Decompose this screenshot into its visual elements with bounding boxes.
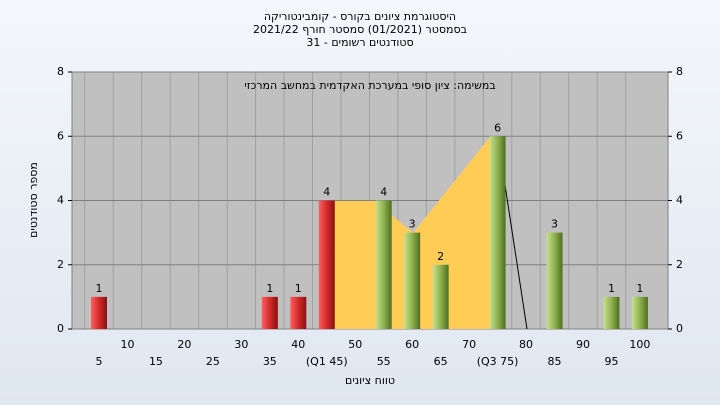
x-tick-label: 30: [234, 338, 248, 351]
x-tick-label: 15: [149, 355, 163, 368]
bar: [261, 296, 278, 329]
x-tick-label: 35: [263, 355, 277, 368]
y-tick-label: 8: [57, 65, 64, 78]
y2-tick-label: 8: [676, 65, 683, 78]
y2-tick-label: 6: [676, 129, 683, 142]
y-tick-label: 6: [57, 129, 64, 142]
bar: [404, 232, 421, 329]
bar: [318, 200, 335, 329]
y2-tick-label: 4: [676, 194, 683, 207]
x-tick-label: 25: [206, 355, 220, 368]
title-2: בסמסטר (01/2021) סמסטר חורף 2021/22: [253, 23, 467, 36]
bar: [631, 296, 648, 329]
x-tick-label: 70: [462, 338, 476, 351]
x-tick-label: 65: [434, 355, 448, 368]
y-tick-label: 2: [57, 258, 64, 271]
x-tick-label: 80: [519, 338, 533, 351]
data-label: 1: [608, 282, 615, 295]
bar: [489, 136, 506, 329]
x-tick-label: 100: [629, 338, 650, 351]
bar: [290, 296, 307, 329]
bar: [375, 200, 392, 329]
x-tick-label: 90: [576, 338, 590, 351]
data-label: 1: [266, 282, 273, 295]
x-tick-label: 85: [548, 355, 562, 368]
y2-tick-label: 0: [676, 322, 683, 335]
x-tick-label: 5: [96, 355, 103, 368]
data-label: 2: [437, 250, 444, 263]
x-tick-label: 55: [377, 355, 391, 368]
data-label: 4: [323, 186, 330, 199]
x-tick-label: 40: [291, 338, 305, 351]
data-label: 4: [380, 186, 387, 199]
x-tick-label: 10: [120, 338, 134, 351]
title-3: סטודנטים רשומים - 31: [306, 36, 413, 49]
x-axis-label: טווח ציונים: [345, 374, 395, 387]
data-label: 6: [494, 121, 501, 134]
data-label: 1: [96, 282, 103, 295]
marker-line: [504, 184, 528, 330]
data-label: 1: [295, 282, 302, 295]
title-1: היסטוגרמת ציונים בקורס - קומבינטוריקה: [264, 10, 456, 23]
y-axis-label: מספר סטודנטים: [27, 162, 40, 238]
x-tick-label: 20: [177, 338, 191, 351]
bar: [91, 296, 107, 329]
x-tick-label: (Q3 75): [477, 355, 519, 368]
y-tick-label: 4: [57, 194, 64, 207]
bar: [603, 296, 620, 329]
data-label: 1: [636, 282, 643, 295]
data-label: 3: [409, 218, 416, 231]
y-tick-label: 0: [57, 322, 64, 335]
bar: [546, 232, 563, 329]
subtitle: במשימה: ציון סופי במערכת האקדמית במחשב ה…: [244, 79, 495, 92]
data-label: 3: [551, 218, 558, 231]
x-tick-label: 50: [348, 338, 362, 351]
y2-tick-label: 2: [676, 258, 683, 271]
x-tick-label: 60: [405, 338, 419, 351]
bar: [432, 264, 449, 329]
x-tick-label: 95: [604, 355, 618, 368]
x-tick-label: (Q1 45): [306, 355, 348, 368]
